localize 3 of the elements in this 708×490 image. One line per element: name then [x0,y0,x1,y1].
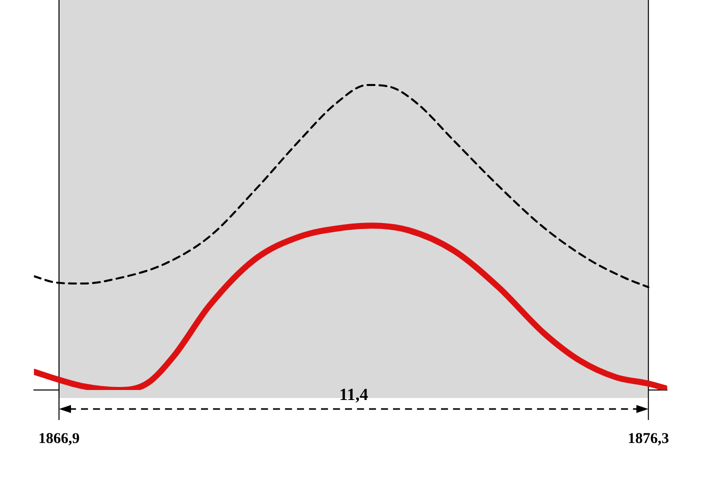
x-tick-label: 1876,3 [628,430,670,447]
annotation: 11,4 [339,384,369,404]
x-tick-label: 1866,9 [38,430,80,447]
